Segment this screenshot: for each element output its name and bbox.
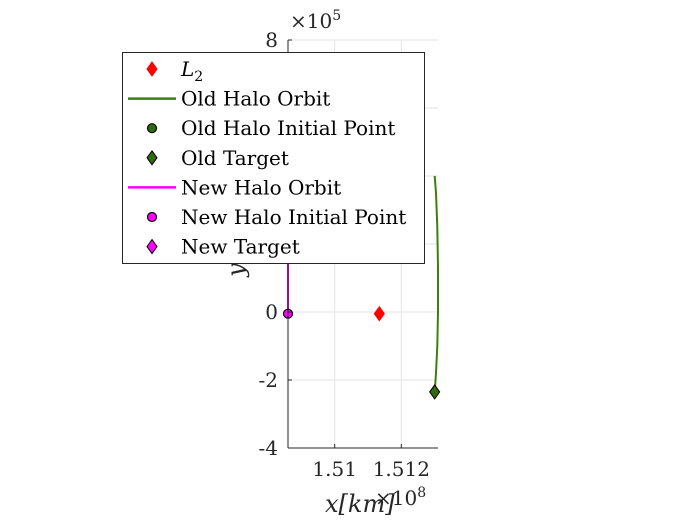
old-target-marker <box>429 384 441 400</box>
legend-old-halo-initial-point-symbol <box>146 123 158 134</box>
legend-l2-label: L2 <box>180 57 203 85</box>
x-axis-label: x[km] <box>325 490 395 518</box>
y-multiplier: ×105 <box>290 8 341 33</box>
legend-old-target-symbol <box>146 149 158 166</box>
legend-new-target-symbol <box>146 238 158 255</box>
y-tick-label: 8 <box>265 28 278 52</box>
y-tick-label: 0 <box>265 300 278 324</box>
legend-old-target-label: Old Target <box>181 146 289 170</box>
y-axis-label: y <box>222 263 250 278</box>
legend-l2-symbol <box>146 61 158 77</box>
legend-new-halo-orbit-label: New Halo Orbit <box>181 175 341 199</box>
y-tick-label: -4 <box>259 436 278 460</box>
y-tick-label: -2 <box>259 368 278 392</box>
l2-marker <box>373 305 385 322</box>
x-multiplier: ×108 <box>375 485 426 510</box>
legend-old-halo-orbit-label: Old Halo Orbit <box>181 87 330 111</box>
legend-old-halo-initial-point-label: Old Halo Initial Point <box>181 116 395 140</box>
legend-new-halo-initial-point-symbol <box>146 211 158 223</box>
legend-box <box>122 52 425 264</box>
legend-new-halo-initial-point-label: New Halo Initial Point <box>181 205 406 229</box>
old-halo-orbit-line <box>433 175 439 392</box>
legend-new-target-label: New Target <box>181 235 300 259</box>
x-tick-label: 1.51 <box>312 457 357 481</box>
x-tick-label: 1.512 <box>373 457 430 481</box>
